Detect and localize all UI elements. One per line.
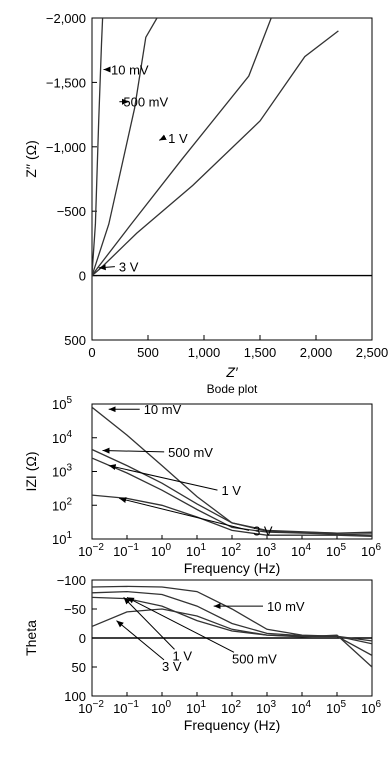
x-tick-label: 105 <box>326 699 346 716</box>
x-tick-label: 103 <box>256 542 276 559</box>
annotation-arrow <box>108 464 218 491</box>
annotation-label: 3 V <box>253 523 273 538</box>
series-line-1v <box>92 457 372 536</box>
series-line-10mv <box>92 585 372 642</box>
annotation-arrow <box>158 134 167 141</box>
series-group <box>92 585 372 668</box>
x-tick-label: 100 <box>151 542 171 559</box>
annotation-label: 500 mV <box>232 651 277 666</box>
annotation-label: 1 V <box>221 483 241 498</box>
x-tick-label: 10−1 <box>113 699 139 716</box>
annotation-label: 1 V <box>168 131 188 146</box>
x-tick-label: 2,500 <box>356 345 389 360</box>
x-tick-label: 106 <box>361 542 381 559</box>
x-tick-label: 2,000 <box>300 345 333 360</box>
x-tick-label: 0 <box>88 345 95 360</box>
y-axis-label: Theta <box>23 620 39 656</box>
y-tick-label: 500 <box>64 333 86 348</box>
x-tick-label: 104 <box>291 542 311 559</box>
series-line-10mv <box>92 406 372 534</box>
x-tick-label: 1,000 <box>188 345 221 360</box>
x-tick-label: 100 <box>151 699 171 716</box>
series-line-500mv <box>92 18 158 276</box>
x-tick-label: 104 <box>291 699 311 716</box>
y-tick-label: −500 <box>57 204 86 219</box>
annotation-arrow <box>126 596 235 653</box>
x-tick-label: 10−2 <box>78 699 104 716</box>
x-tick-label: 500 <box>137 345 159 360</box>
series-line-1v <box>92 18 272 276</box>
y-tick-label: −50 <box>64 602 86 617</box>
y-axis-label: IZI (Ω) <box>23 451 39 491</box>
series-line-10mv <box>92 18 104 276</box>
series-line-500mv <box>92 448 372 534</box>
y-tick-label: 0 <box>79 631 86 646</box>
y-tick-label: −1,500 <box>46 75 86 90</box>
x-axis-label: Frequency (Hz) <box>184 717 280 733</box>
x-tick-label: 101 <box>186 699 206 716</box>
annotation-arrow <box>123 597 175 650</box>
x-tick-label: 10−2 <box>78 542 104 559</box>
y-tick-label: 104 <box>52 429 72 446</box>
x-tick-label: 10−1 <box>113 542 139 559</box>
annotation-arrow <box>119 497 250 531</box>
y-tick-label: 0 <box>79 269 86 284</box>
x-tick-label: 103 <box>256 699 276 716</box>
annotation-label: 1 V <box>173 648 193 663</box>
series-group <box>92 18 339 277</box>
y-tick-label: 101 <box>52 530 72 547</box>
annotation-label: 500 mV <box>123 95 168 110</box>
y-axis-label: Z′′ (Ω) <box>23 140 39 177</box>
y-tick-label: 50 <box>72 660 86 675</box>
annotation-label: 10 mV <box>144 402 182 417</box>
series-line-3v <box>92 608 372 668</box>
x-tick-label: 105 <box>326 542 346 559</box>
annotation-label: 3 V <box>119 260 139 275</box>
bode-magnitude-plot: Bode plot 105 104 103 102 101 10−2 10−1 100 101 10… <box>23 382 381 576</box>
y-tick-label: 103 <box>52 463 72 480</box>
annotation-arrow <box>102 447 165 454</box>
y-tick-label: −100 <box>57 573 86 588</box>
y-tick-label: −1,000 <box>46 140 86 155</box>
y-tick-label: 102 <box>52 496 72 513</box>
chart-title: Bode plot <box>207 382 258 396</box>
x-tick-label: 101 <box>186 542 206 559</box>
series-group <box>92 406 372 537</box>
x-tick-label: 106 <box>361 699 381 716</box>
y-tick-label: 105 <box>52 395 72 412</box>
annotation-label: 10 mV <box>267 599 305 614</box>
y-tick-label: −2,000 <box>46 11 86 26</box>
annotation-label: 3 V <box>162 659 182 674</box>
y-tick-label: 100 <box>64 689 86 704</box>
x-tick-label: 102 <box>221 542 241 559</box>
x-axis-label: Frequency (Hz) <box>184 560 280 576</box>
x-axis-label: Z′ <box>225 364 239 380</box>
x-tick-label: 1,500 <box>244 345 277 360</box>
plot-frame <box>91 17 373 341</box>
series-line-3v <box>92 494 372 537</box>
x-tick-label: 102 <box>221 699 241 716</box>
annotation-label: 10 mV <box>111 63 149 78</box>
annotation-arrow <box>98 264 115 271</box>
annotation-arrow <box>116 620 165 661</box>
annotation-label: 500 mV <box>168 445 213 460</box>
